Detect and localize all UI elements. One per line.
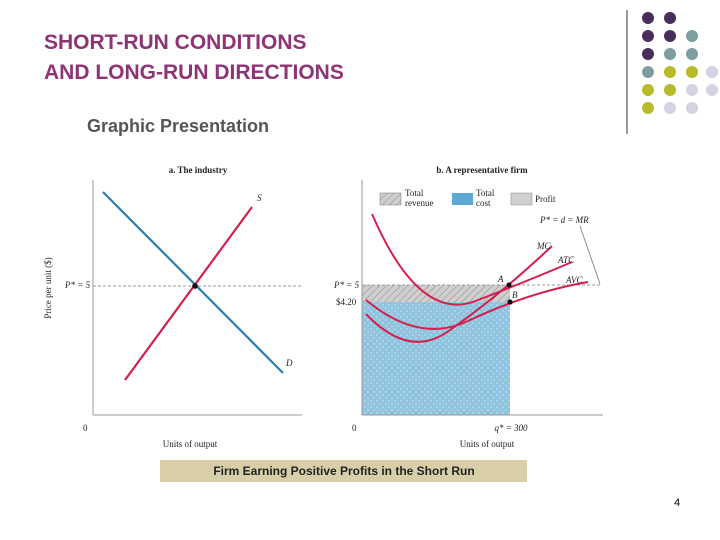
equilibrium [192,283,198,289]
supply-label: S [257,193,262,203]
caption-box [160,460,527,482]
point-b [507,299,513,305]
supply-curve [124,206,253,381]
decor-dots [626,10,718,134]
quantity-label: q* = 300 [494,423,528,433]
legend-label: cost [476,198,491,208]
point-a-label: A [497,274,504,284]
avc-curve [365,281,589,330]
x-label: Units of output [163,439,218,449]
title-line: SHORT-RUN CONDITIONS [44,31,307,54]
point-b-label: B [512,290,518,300]
atc-curve [371,213,573,306]
profit-area [362,285,510,302]
demand-curve [102,191,284,374]
legend-label: Total [476,188,495,198]
mc-curve [365,245,553,343]
legend-label: Profit [535,194,556,204]
page-number: 4 [674,497,680,509]
point-a [506,282,512,288]
legend-swatch [452,193,473,205]
leader-line [579,225,601,285]
atc-label: ATC [557,255,575,265]
origin: 0 [352,423,357,433]
x-label: Units of output [460,439,515,449]
panel-title: a. The industry [169,165,228,175]
panel-b: b. A representative firm Total revenue T… [333,165,603,449]
demand-label: P* = d = MR [539,215,589,225]
legend-swatch [379,192,402,206]
legend-label: Total [405,188,424,198]
panel-a: a. The industry S D P* = 5 0 Units of ou… [43,165,302,449]
panel-title: b. A representative firm [436,165,528,175]
title-line: AND LONG-RUN DIRECTIONS [44,61,344,84]
cost-label: $4.20 [336,297,357,307]
demand-label: D [285,358,293,368]
avc-label: AVC [565,275,584,285]
origin: 0 [83,423,88,433]
mc-label: MC [536,241,551,251]
subtitle: Graphic Presentation [87,116,269,136]
legend-swatch [510,192,533,206]
total-cost-area [362,302,510,415]
caption: Firm Earning Positive Profits in the Sho… [213,464,474,478]
price-label: P* = 5 [64,280,91,290]
legend-label: revenue [405,198,433,208]
y-label: Price per unit ($) [43,257,53,318]
price-label: P* = 5 [333,280,360,290]
